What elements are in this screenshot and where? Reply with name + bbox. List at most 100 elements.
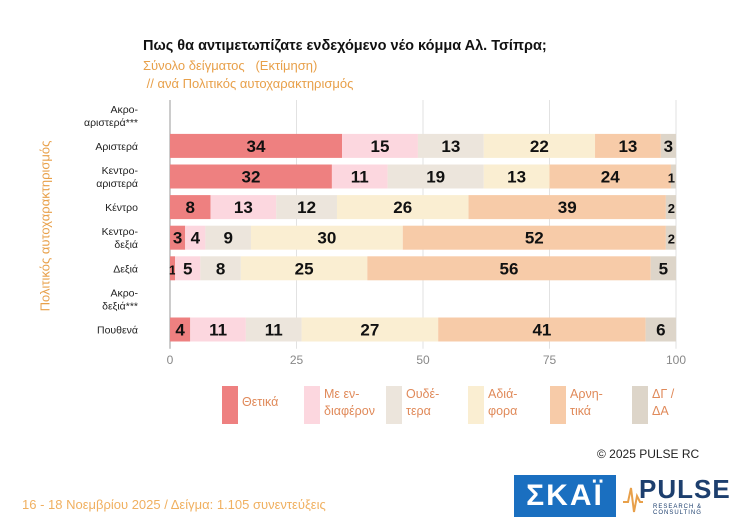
legend-item: Αδιά-φορα (468, 386, 540, 424)
data-label: 12 (297, 198, 316, 217)
bar-segment (595, 133, 661, 158)
data-label: 5 (659, 259, 668, 278)
bar-segment (331, 164, 388, 189)
bar-segment (200, 256, 241, 281)
x-tick-label: 25 (290, 353, 304, 367)
data-label: 5 (183, 259, 192, 278)
data-label: 11 (351, 168, 369, 187)
bar-segment (170, 164, 332, 189)
pulse-logo-subtext: RESEARCH & CONSULTING (653, 504, 703, 516)
chart-title: Πως θα αντιμετωπίζατε ενδεχόμενο νέο κόμ… (143, 38, 547, 54)
data-label: 15 (371, 137, 390, 156)
data-label: 32 (241, 168, 260, 187)
data-label: 11 (265, 321, 283, 340)
data-label: 22 (530, 137, 549, 156)
bar-segment (170, 133, 343, 158)
data-label: 13 (441, 137, 460, 156)
bar-segment (438, 317, 646, 342)
bar-segment (240, 256, 368, 281)
data-label: 1 (169, 262, 176, 277)
legend-item: Με εν-διαφέρον (304, 386, 376, 424)
bar-segment (250, 225, 403, 250)
bar-segment (170, 195, 211, 220)
copyright-text: © 2025 PULSE RC (597, 447, 700, 461)
data-label: 30 (317, 229, 336, 248)
legend-swatch (550, 386, 566, 424)
bar-segment (387, 164, 484, 189)
data-label: 6 (656, 321, 665, 340)
bar-segment (665, 195, 676, 220)
data-label: 27 (360, 321, 379, 340)
bar-segment (175, 256, 201, 281)
bar-segment (342, 133, 418, 158)
bar-segment (367, 256, 651, 281)
data-label: 13 (234, 198, 253, 217)
legend-label: Θετικά (242, 395, 279, 409)
pulse-wave-icon (623, 487, 643, 513)
data-label: 34 (247, 137, 266, 156)
legend-item: ΔΓ / ΔΑ (632, 386, 704, 424)
data-label: 2 (668, 232, 675, 247)
bar-segment (210, 195, 277, 220)
bar-segment (170, 225, 186, 250)
data-label: 2 (668, 201, 675, 216)
pulse-logo-text: PULSE (639, 474, 731, 504)
legend-swatch (304, 386, 320, 424)
bar-segment (170, 256, 176, 281)
data-label: 24 (601, 168, 620, 187)
bar-segment (665, 225, 676, 250)
data-label: 4 (191, 229, 201, 248)
bar-segment (660, 133, 676, 158)
bar-segment (483, 133, 596, 158)
data-label: 3 (664, 137, 673, 156)
data-label: 39 (558, 198, 577, 217)
bar-segment (185, 225, 206, 250)
legend-item: Θετικά (222, 386, 294, 424)
data-label: 11 (209, 321, 227, 340)
legend-item: Αρνη-τικά (550, 386, 622, 424)
data-label: 13 (618, 137, 637, 156)
bar-segment (336, 195, 469, 220)
legend-label: Αρνη-τικά (570, 387, 603, 418)
chart-subtitle-breakdown: // ανά Πολιτικός αυτοχαρακτηρισμός (143, 76, 354, 91)
x-tick-label: 100 (666, 353, 686, 367)
category-label: Ακρο-δεξιά*** (102, 287, 138, 312)
bar-segment (549, 164, 671, 189)
category-label: Ακρο-αριστερά*** (84, 104, 139, 129)
x-tick-label: 0 (167, 353, 174, 367)
legend-swatch (386, 386, 402, 424)
category-label: Πουθενά (97, 325, 138, 337)
data-label: 13 (507, 168, 526, 187)
bar-segment (483, 164, 550, 189)
bar-segment (417, 133, 484, 158)
bar-segment (468, 195, 666, 220)
legend-swatch (222, 386, 238, 424)
x-tick-label: 75 (543, 353, 557, 367)
data-label: 52 (525, 229, 544, 248)
data-label: 4 (175, 321, 185, 340)
bar-segment (301, 317, 439, 342)
data-label: 25 (295, 259, 314, 278)
data-label: 1 (668, 171, 675, 186)
skai-logo: ΣΚΑΪ (514, 475, 616, 517)
bar-segment (190, 317, 246, 342)
data-label: 9 (223, 229, 232, 248)
chart-legend: Θετικά Με εν-διαφέρον Ουδέ-τερα Αδιά-φορα Αρ… (222, 386, 704, 424)
stacked-bar-chart: 0 25 50 75 100Ακρο-αριστερά***ΑριστεράΚεντρο… (84, 100, 686, 367)
legend-label: Με εν-διαφέρον (324, 387, 375, 418)
category-label: Κεντρο-δεξιά (102, 226, 139, 251)
data-label: 19 (426, 168, 445, 187)
x-tick-label: 50 (416, 353, 430, 367)
data-label: 26 (393, 198, 412, 217)
legend-item: Ουδέ-τερα (386, 386, 458, 424)
legend-swatch (632, 386, 648, 424)
category-label: Αριστερά (95, 141, 138, 153)
bar-segment (670, 164, 676, 189)
legend-label: Αδιά-φορα (488, 387, 518, 418)
bar-segment (402, 225, 666, 250)
category-label: Κέντρο (105, 202, 138, 214)
category-label: Δεξιά (113, 263, 138, 275)
category-label: Κεντρο-αριστερά (96, 165, 138, 190)
pulse-logo: PULSE RESEARCH & CONSULTING (623, 474, 733, 518)
bar-segment (245, 317, 302, 342)
